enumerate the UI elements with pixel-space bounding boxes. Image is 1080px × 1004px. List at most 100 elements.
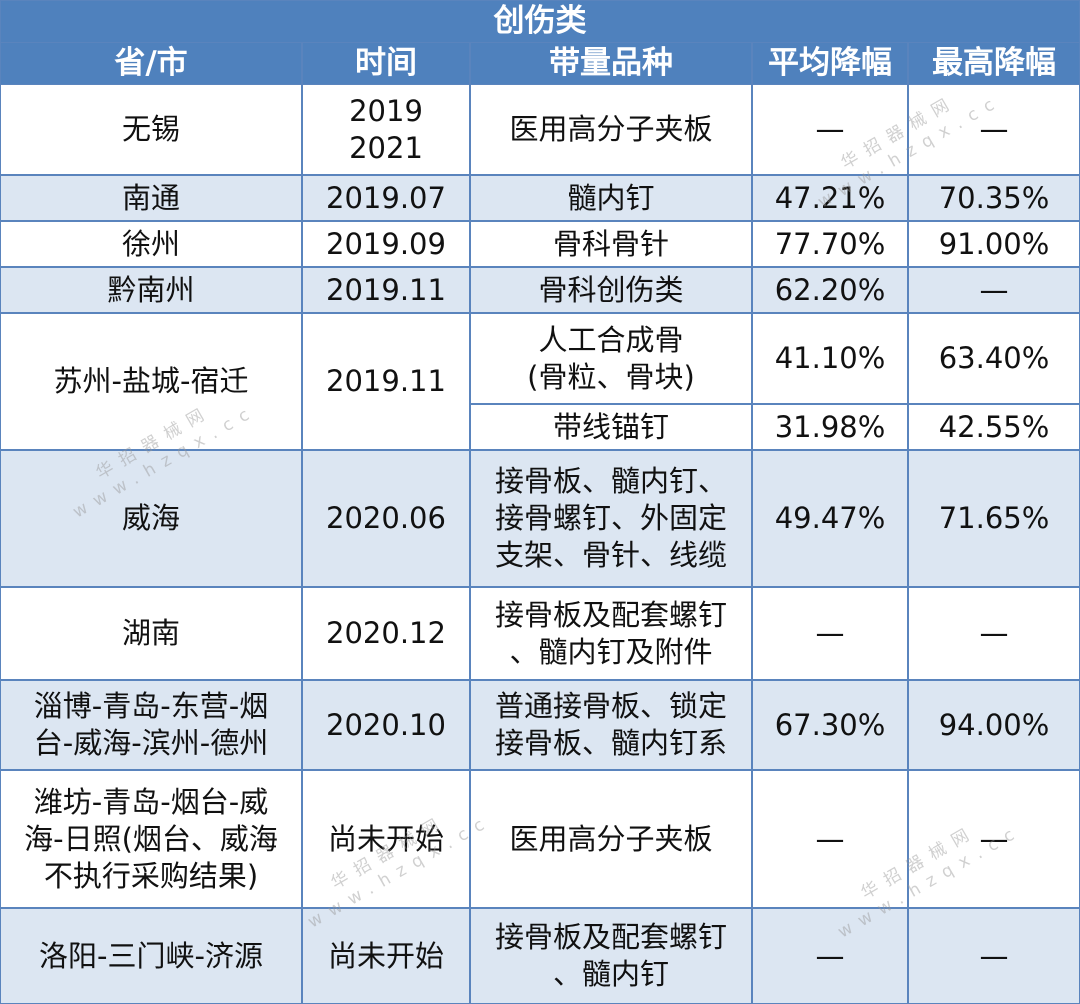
region-cell: 黔南州: [1, 268, 301, 312]
cell-text: —: [979, 616, 1009, 650]
region-cell: 威海: [1, 451, 301, 586]
avg-cell: 49.47%: [753, 451, 907, 586]
cell-text: 台-威海-滨州-德州: [33, 726, 269, 760]
avg-cell: —: [753, 771, 907, 907]
product-cell: 接骨板及配套螺钉 、髓内钉及附件: [471, 588, 751, 679]
cell-text: 62.20%: [774, 272, 886, 307]
cell-text: —: [815, 112, 845, 146]
product-cell: 医用高分子夹板: [471, 771, 751, 907]
cell-text: 尚未开始: [327, 821, 444, 856]
cell-text: 徐州: [121, 226, 180, 261]
max-cell: 70.35%: [909, 176, 1079, 220]
cell-text: —: [815, 938, 845, 973]
cell-text: 潍坊-青岛-烟台-威: [33, 784, 269, 819]
time-cell: 2020.12: [303, 588, 469, 679]
avg-cell: 77.70%: [753, 222, 907, 266]
avg-cell: 31.98%: [753, 405, 907, 449]
cell-text: 普通接骨板、锁定: [494, 689, 727, 723]
time-cell: 尚未开始: [303, 909, 469, 1003]
max-cell: 71.65%: [909, 451, 1079, 586]
cell-text: 带量品种: [549, 45, 673, 81]
cell-text: 接骨螺钉、外固定: [494, 501, 727, 535]
cell-text: 不执行采购结果): [43, 858, 259, 893]
time-cell: 2019.11: [303, 314, 469, 449]
cell-text: 接骨板及配套螺钉: [494, 920, 727, 954]
cell-text: 2020.10: [326, 707, 446, 742]
cell-text: 77.70%: [774, 226, 886, 261]
product-cell: 髓内钉: [471, 176, 751, 220]
header-cell: 最高降幅: [909, 43, 1079, 84]
max-cell: —: [909, 588, 1079, 679]
cell-text: 2019.07: [326, 180, 446, 215]
cell-text: 平均降幅: [768, 45, 892, 81]
cell-text: 67.30%: [774, 707, 886, 742]
header-cell: 带量品种: [471, 43, 751, 84]
time-cell: 2019 2021: [303, 85, 469, 174]
cell-text: 时间: [355, 45, 417, 81]
cell-text: 髓内钉: [567, 180, 655, 215]
cell-text: 骨科骨针: [552, 226, 669, 261]
cell-text: 70.35%: [938, 180, 1050, 215]
cell-text: 最高降幅: [932, 45, 1056, 81]
time-cell: 2020.10: [303, 681, 469, 769]
product-cell: 接骨板及配套螺钉 、髓内钉: [471, 909, 751, 1003]
cell-text: 医用高分子夹板: [509, 821, 713, 856]
max-cell: —: [909, 268, 1079, 312]
cell-text: 2020.12: [326, 616, 446, 650]
region-cell: 洛阳-三门峡-济源: [1, 909, 301, 1003]
avg-cell: —: [753, 588, 907, 679]
region-cell: 南通: [1, 176, 301, 220]
cell-text: 、髓内钉及附件: [509, 634, 713, 669]
cell-text: 无锡: [121, 112, 180, 146]
header-cell: 平均降幅: [753, 43, 907, 84]
cell-text: 医用高分子夹板: [509, 112, 713, 146]
cell-text: 47.21%: [774, 180, 886, 215]
time-cell: 2020.06: [303, 451, 469, 586]
cell-text: 63.40%: [938, 341, 1050, 375]
max-cell: —: [909, 909, 1079, 1003]
product-cell: 医用高分子夹板: [471, 85, 751, 174]
header-cell: 省/市: [1, 43, 301, 84]
max-cell: —: [909, 771, 1079, 907]
cell-text: 尚未开始: [327, 938, 444, 973]
title-bar: 创伤类: [1, 1, 1079, 42]
avg-cell: —: [753, 909, 907, 1003]
cell-text: 94.00%: [938, 707, 1050, 742]
cell-text: 2021: [349, 130, 423, 165]
avg-cell: —: [753, 85, 907, 174]
product-cell: 带线锚钉: [471, 405, 751, 449]
max-cell: 94.00%: [909, 681, 1079, 769]
product-cell: 骨科创伤类: [471, 268, 751, 312]
region-cell: 无锡: [1, 85, 301, 174]
region-cell: 淄博-青岛-东营-烟 台-威海-滨州-德州: [1, 681, 301, 769]
region-cell: 湖南: [1, 588, 301, 679]
max-cell: —: [909, 85, 1079, 174]
cell-text: —: [815, 616, 845, 650]
cell-text: 2019.11: [326, 364, 446, 398]
cell-text: 接骨板、髓内钉、: [494, 464, 727, 498]
cell-text: 42.55%: [938, 409, 1050, 444]
cell-text: 接骨板及配套螺钉: [494, 597, 727, 632]
cell-text: —: [979, 938, 1009, 973]
time-cell: 2019.09: [303, 222, 469, 266]
cell-text: 41.10%: [774, 341, 886, 375]
product-cell: 骨科骨针: [471, 222, 751, 266]
cell-text: 接骨板、髓内钉系: [494, 726, 727, 760]
product-cell: 人工合成骨 (骨粒、骨块): [471, 314, 751, 403]
cell-text: 2020.06: [326, 501, 446, 535]
cell-text: 骨科创伤类: [538, 272, 684, 307]
cell-text: 49.47%: [774, 501, 886, 535]
region-cell: 苏州-盐城-宿迁: [1, 314, 301, 449]
region-cell: 潍坊-青岛-烟台-威 海-日照(烟台、威海 不执行采购结果): [1, 771, 301, 907]
avg-cell: 67.30%: [753, 681, 907, 769]
time-cell: 2019.07: [303, 176, 469, 220]
cell-text: 带线锚钉: [552, 409, 669, 444]
cell-text: 黔南州: [107, 272, 195, 307]
time-cell: 2019.11: [303, 268, 469, 312]
cell-text: 71.65%: [938, 501, 1050, 535]
product-cell: 普通接骨板、锁定 接骨板、髓内钉系: [471, 681, 751, 769]
cell-text: 海-日照(烟台、威海: [24, 821, 278, 856]
avg-cell: 62.20%: [753, 268, 907, 312]
cell-text: 2019.09: [326, 226, 446, 261]
